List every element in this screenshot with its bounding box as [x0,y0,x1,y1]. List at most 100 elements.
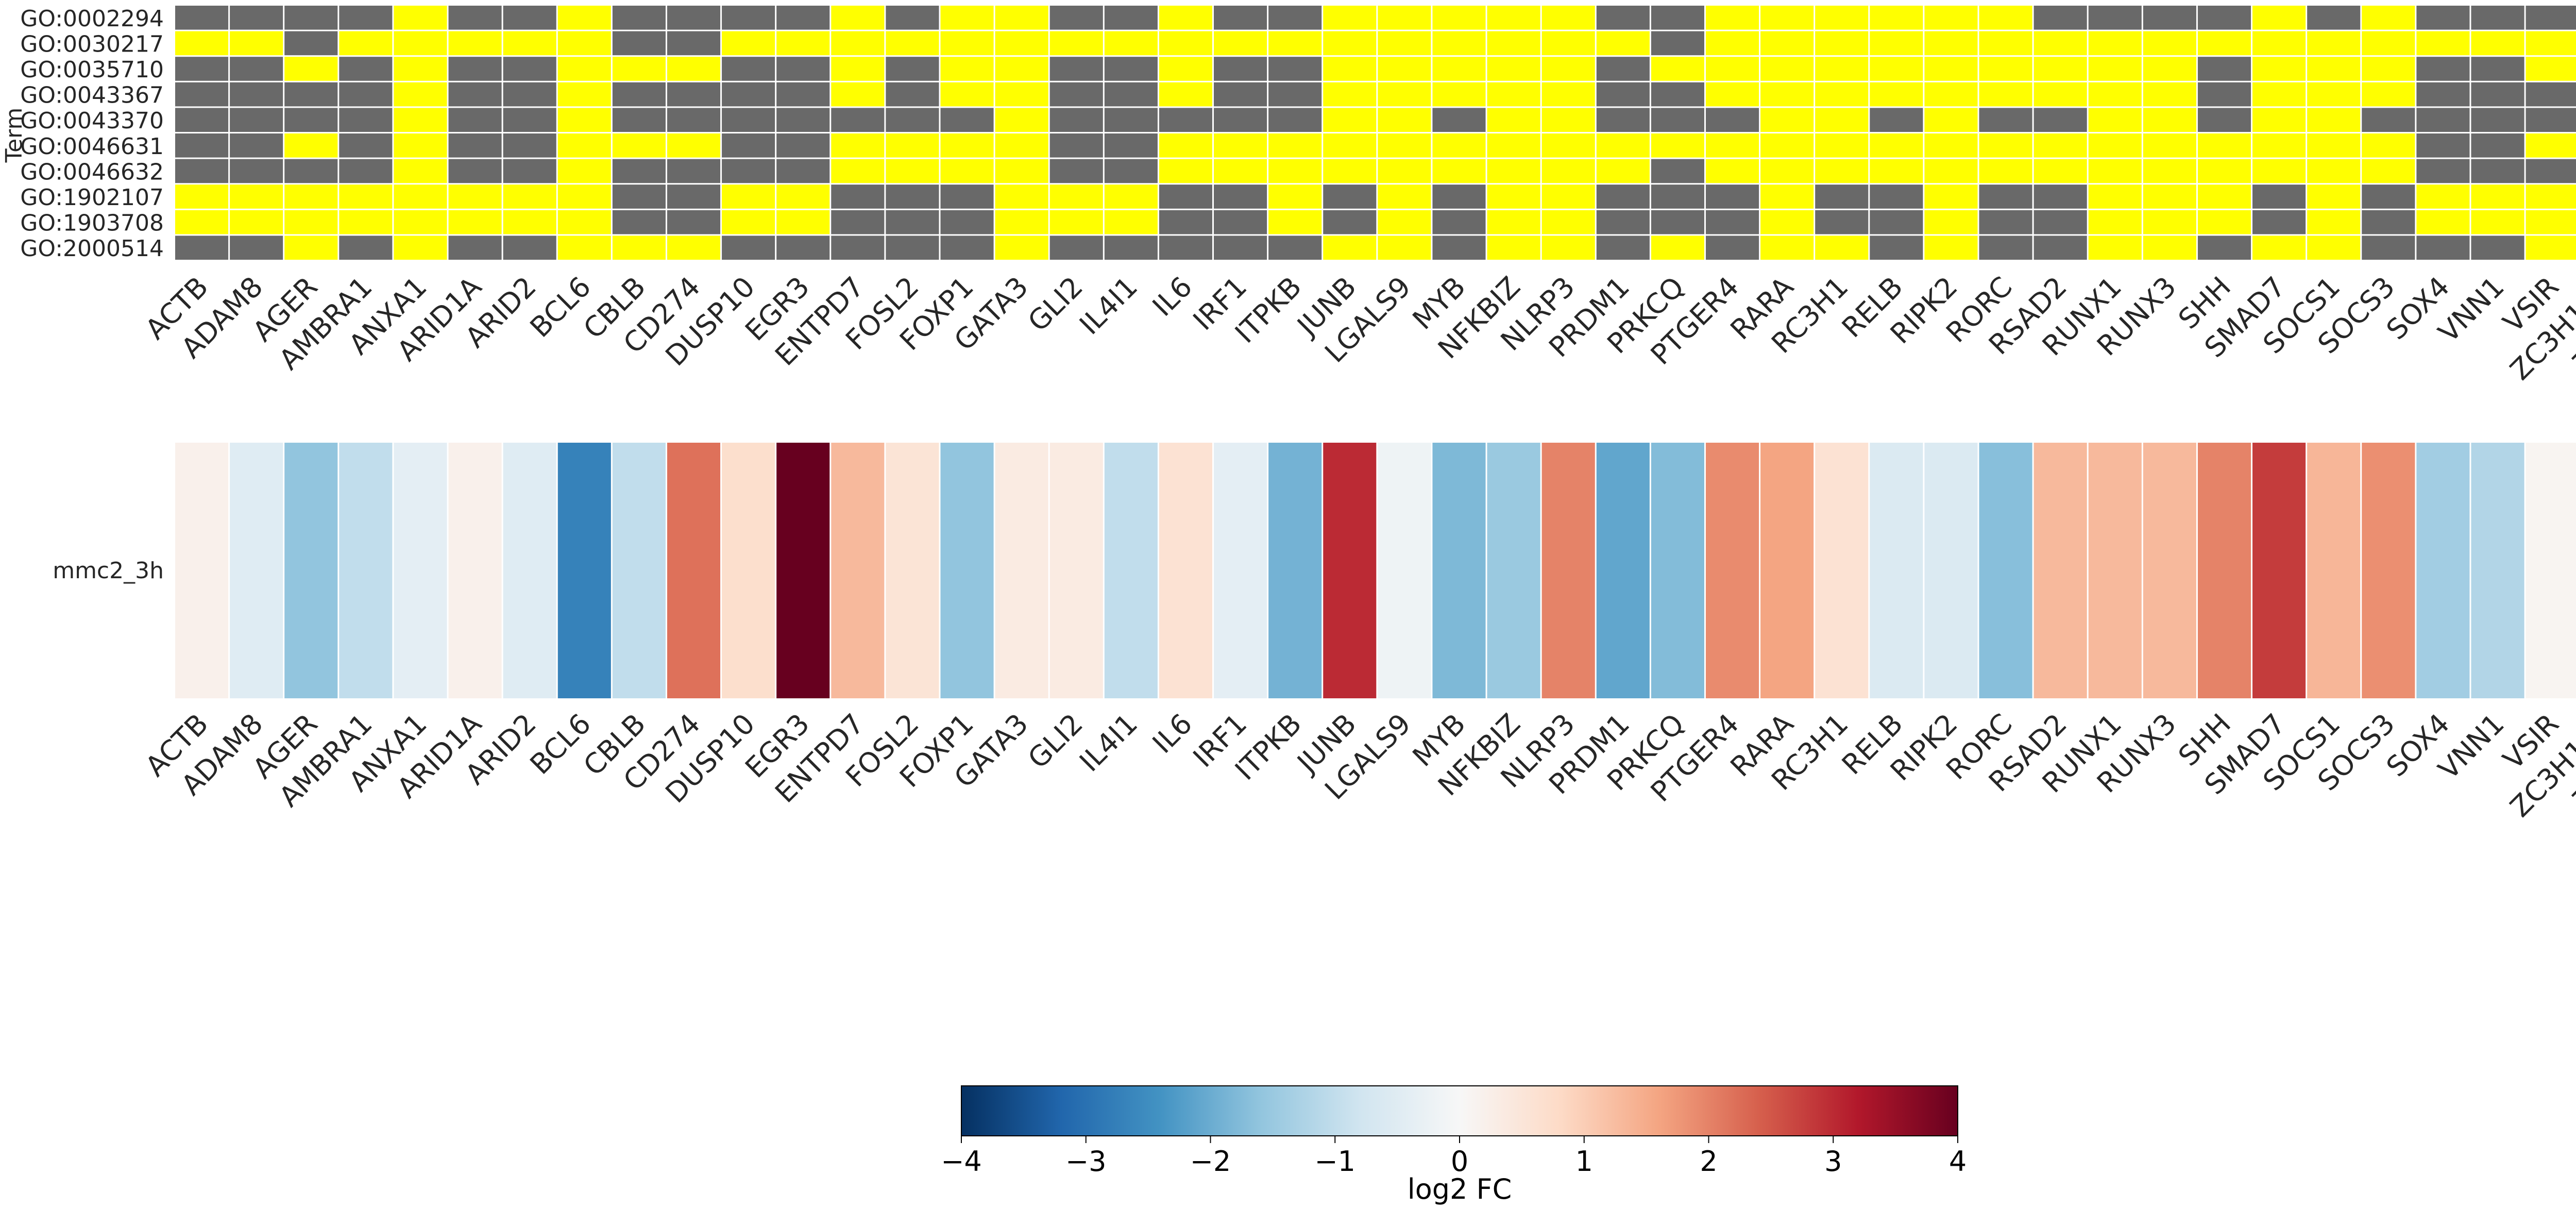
membership-cell [2526,184,2576,209]
membership-cell [175,108,229,132]
membership-cell [448,184,502,209]
membership-cell [995,31,1048,56]
membership-cell [1870,133,1923,158]
membership-cell [995,210,1048,234]
membership-cell [2088,210,2142,234]
membership-cell [2197,159,2251,183]
term-label: GO:0043370 [20,108,164,134]
membership-cell [886,210,939,234]
term-label: GO:0046631 [20,133,164,160]
membership-cell [1705,133,1759,158]
log2fc-cell [2362,443,2415,698]
condition-row-label: mmc2_3h [53,558,164,584]
membership-cell [612,82,666,107]
membership-cell [1323,6,1377,30]
membership-cell [1268,82,1322,107]
membership-cell [1651,108,1704,132]
log2fc-cell [1651,443,1704,698]
membership-cell [1815,6,1869,30]
membership-cell [2362,31,2415,56]
membership-cell [2416,184,2470,209]
membership-cell [1104,236,1158,260]
membership-cell [831,6,885,30]
term-membership-heatmap [175,6,2576,260]
membership-cell [394,108,447,132]
membership-cell [1487,236,1540,260]
membership-cell [1596,31,1650,56]
membership-cell [503,133,556,158]
membership-cell [2526,82,2576,107]
membership-cell [2197,31,2251,56]
membership-cell [722,57,775,81]
membership-cell [557,108,611,132]
membership-cell [722,236,775,260]
membership-cell [1432,108,1486,132]
membership-cell [557,31,611,56]
membership-cell [1378,82,1431,107]
membership-cell [1596,57,1650,81]
membership-cell [940,31,994,56]
membership-cell [995,133,1048,158]
membership-cell [557,159,611,183]
membership-cell [1760,57,1814,81]
membership-cell [776,133,830,158]
membership-cell [2526,210,2576,234]
colorbar-tick-label: −4 [941,1145,982,1178]
term-axis-title: Term [1,108,27,163]
membership-cell [2088,159,2142,183]
membership-cell [612,6,666,30]
membership-cell [2362,210,2415,234]
membership-cell [175,159,229,183]
membership-cell [1049,6,1103,30]
membership-cell [284,31,338,56]
membership-cell [776,57,830,81]
membership-cell [1049,210,1103,234]
membership-cell [2088,184,2142,209]
membership-cell [1378,236,1431,260]
membership-cell [1705,82,1759,107]
membership-cell [2471,108,2524,132]
membership-cell [2033,6,2087,30]
membership-cell [831,159,885,183]
colorbar-tick-label: 4 [1949,1145,1967,1178]
membership-cell [1870,31,1923,56]
membership-cell [1596,82,1650,107]
membership-cell [1815,184,1869,209]
membership-cell [1979,133,2032,158]
membership-cell [831,108,885,132]
membership-cell [2252,82,2306,107]
membership-cell [1760,133,1814,158]
membership-cell [503,210,556,234]
membership-cell [1214,236,1267,260]
membership-cell [940,6,994,30]
membership-cell [2471,159,2524,183]
membership-cell [284,210,338,234]
membership-cell [1487,6,1540,30]
membership-cell [284,6,338,30]
membership-cell [1651,236,1704,260]
membership-cell [1870,57,1923,81]
membership-cell [2307,210,2361,234]
membership-cell [1705,236,1759,260]
log2fc-cell [886,443,939,698]
membership-cell [2143,6,2196,30]
membership-cell [1214,159,1267,183]
membership-cell [1159,133,1213,158]
membership-cell [2362,108,2415,132]
log2fc-cell [557,443,611,698]
membership-cell [557,133,611,158]
membership-cell [503,159,556,183]
membership-cell [339,184,393,209]
membership-cell [1214,57,1267,81]
membership-cell [175,236,229,260]
membership-cell [1487,57,1540,81]
membership-cell [284,57,338,81]
membership-cell [1214,6,1267,30]
membership-cell [1815,31,1869,56]
gene-label: IL4I1 [1073,271,1144,341]
membership-cell [612,236,666,260]
membership-cell [1760,6,1814,30]
membership-cell [1924,184,1978,209]
membership-cell [886,57,939,81]
membership-cell [1214,184,1267,209]
